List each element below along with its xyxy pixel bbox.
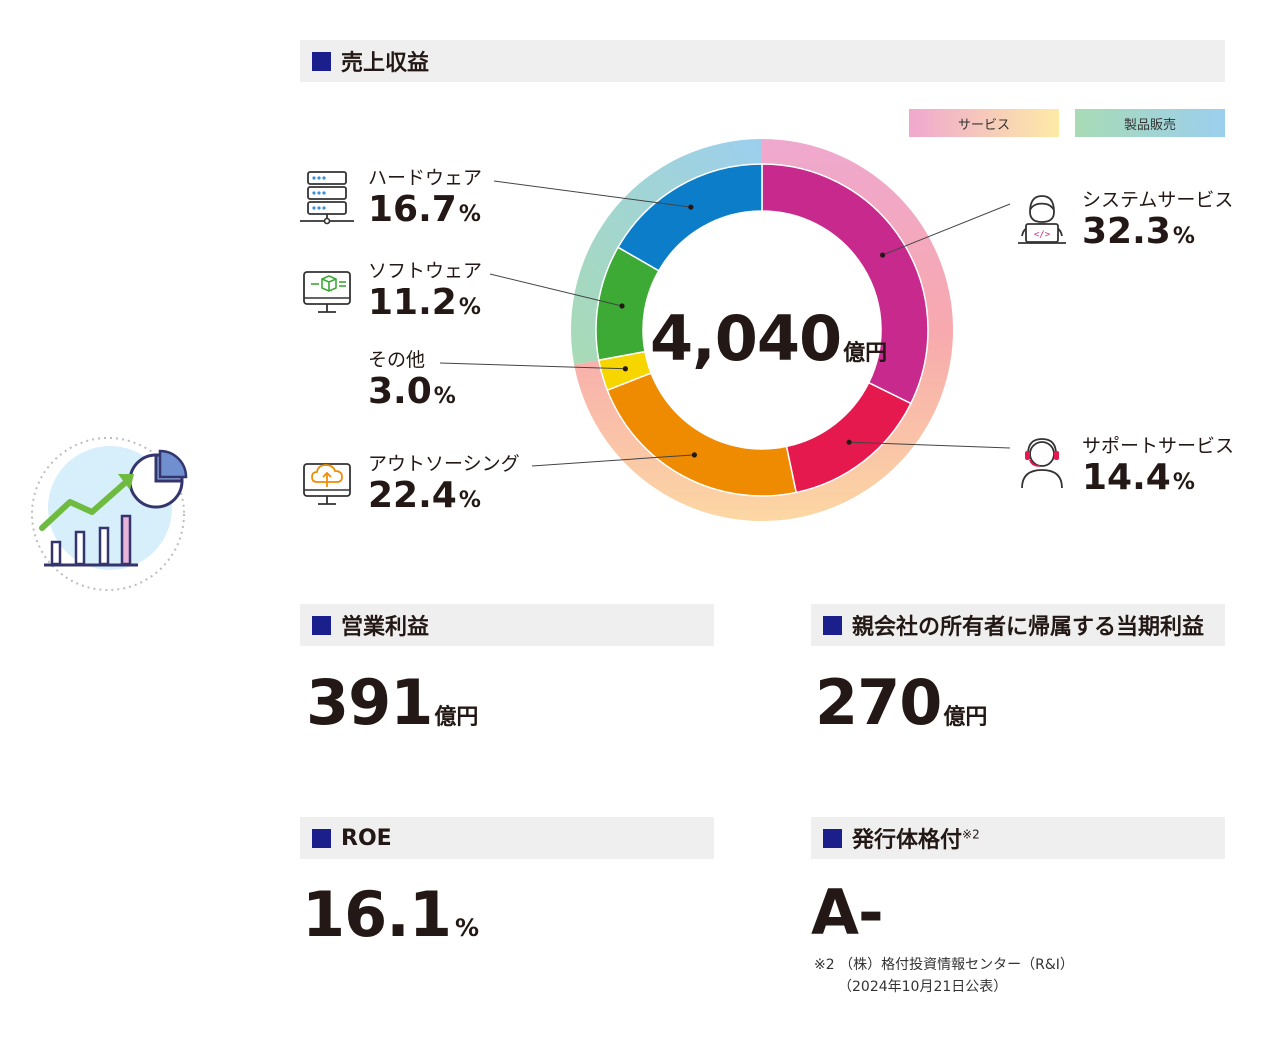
center-total-unit: 億円 [843,341,888,366]
leader-line-2 [531,454,695,467]
leader-dot-1 [846,439,852,445]
leader-dot-2 [691,452,697,458]
rating-footnote-line2: （2024年10月21日公表） [838,979,1008,996]
legend-service-label: サービス [957,117,1010,133]
chart-growth-icon [31,437,188,591]
leader-dot-5 [688,204,694,210]
donut-slice-5 [617,163,763,272]
roe-header: ROE [300,817,714,859]
donut-slice-2 [606,372,798,497]
engineer-laptop-icon: </> [1018,195,1066,244]
leader-line-5 [493,180,691,208]
rating-value: A- [811,876,884,949]
monitor-software-icon [303,271,351,313]
leader-dot-0 [880,252,886,258]
leader-line-4 [489,273,623,307]
header-square-icon [312,615,331,635]
operating-profit-title: 営業利益 [341,615,430,640]
header-square-icon [312,51,331,71]
label-software-value: 11.2% [368,281,481,323]
label-support-service: サポートサービス 14.4% [1082,436,1234,498]
label-outsourcing: アウトソーシング 22.4% [368,454,520,516]
label-outsourcing-value: 22.4% [368,474,481,516]
leader-line-1 [849,441,1011,449]
svg-text:</>: </> [1034,230,1051,240]
header-square-icon [312,828,331,848]
leader-dot-3 [622,366,628,372]
label-hardware-name: ハードウェア [368,167,483,189]
revenue-title: 売上収益 [341,51,430,76]
label-outsourcing-name: アウトソーシング [368,453,520,475]
net-profit-title: 親会社の所有者に帰属する当期利益 [852,615,1205,640]
label-software-name: ソフトウェア [368,260,483,282]
operating-profit-header: 営業利益 [300,604,714,646]
label-other: その他 3.0% [368,350,456,412]
donut-group-ring-1 [571,139,762,365]
center-total-value: 4,040 [650,302,842,375]
rating-title: 発行体格付※2 [852,827,980,853]
donut-slice-0 [761,163,929,405]
leader-line-3 [439,362,626,370]
header-square-icon [823,615,842,635]
header-square-icon [823,828,842,848]
label-support-service-name: サポートサービス [1082,435,1235,457]
rating-footnote-marker: ※2 [962,827,980,842]
roe-title: ROE [341,825,392,851]
center-total: 4,040億円 [650,308,887,370]
headset-operator-icon [1021,438,1063,489]
roe-value: 16.1% [302,878,480,951]
label-system-service-value: 32.3% [1082,210,1195,252]
rating-footnote: ※2 （株）格付投資情報センター（R&I） （2024年10月21日公表） [814,954,1074,999]
label-other-name: その他 [368,349,426,371]
server-icon [300,171,354,225]
legend-product: 製品販売 [1075,109,1225,137]
label-other-value: 3.0% [368,370,456,412]
leader-dot-4 [619,303,625,309]
operating-profit-value: 391億円 [306,666,479,739]
net-profit-header: 親会社の所有者に帰属する当期利益 [811,604,1225,646]
rating-footnote-line1: ※2 （株）格付投資情報センター（R&I） [814,957,1074,973]
legend-product-label: 製品販売 [1123,117,1176,133]
label-support-service-value: 14.4% [1082,456,1195,498]
label-system-service: システムサービス 32.3% [1082,190,1233,252]
leader-line-0 [882,203,1011,256]
monitor-cloud-icon [303,463,351,505]
label-hardware-value: 16.7% [368,188,481,230]
label-software: ソフトウェア 11.2% [368,261,482,323]
net-profit-value: 270億円 [815,666,988,739]
label-hardware: ハードウェア 16.7% [368,168,482,230]
legend-service: サービス [909,109,1059,137]
rating-header: 発行体格付※2 [811,817,1225,859]
label-system-service-name: システムサービス [1082,189,1234,211]
revenue-section-header: 売上収益 [300,40,1225,82]
